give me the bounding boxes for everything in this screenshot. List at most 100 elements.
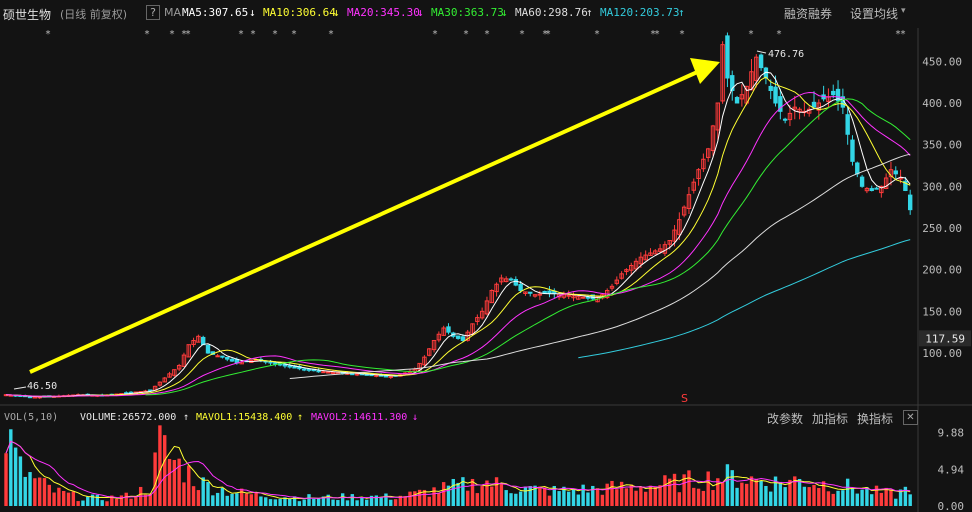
event-marker[interactable]: * xyxy=(251,29,256,40)
volume-bar xyxy=(821,481,826,506)
event-marker[interactable]: * xyxy=(546,29,551,40)
event-marker[interactable]: * xyxy=(901,29,906,40)
volume-bar xyxy=(749,476,754,506)
candle-body xyxy=(513,278,519,286)
mavol1-arrow: ↑ xyxy=(297,412,304,423)
volume-bar xyxy=(850,488,855,506)
volume-bar xyxy=(870,494,874,506)
candle-body xyxy=(715,102,721,131)
add-indicator-button[interactable]: 加指标 xyxy=(812,412,849,426)
volume-bar xyxy=(797,478,802,506)
event-marker[interactable]: * xyxy=(292,29,297,40)
event-marker[interactable]: * xyxy=(651,29,656,40)
candle-body xyxy=(532,294,538,297)
candle-body xyxy=(196,335,201,343)
candle-body xyxy=(677,219,682,235)
ma20-arrow: ↓ xyxy=(417,6,424,19)
event-marker[interactable]: * xyxy=(329,29,334,40)
candles xyxy=(3,32,913,399)
volume-bar xyxy=(345,500,350,506)
chevron-down-icon[interactable]: ▾ xyxy=(901,6,906,16)
volume-bar xyxy=(557,491,561,506)
event-marker[interactable]: * xyxy=(777,29,782,40)
candle-body xyxy=(427,348,432,356)
candle-body xyxy=(489,290,494,304)
close-icon[interactable]: ✕ xyxy=(903,410,918,425)
event-marker[interactable]: * xyxy=(485,29,490,40)
volume-bar xyxy=(230,493,234,506)
event-marker[interactable]: * xyxy=(595,29,600,40)
volume-bar xyxy=(172,460,177,506)
candle-body xyxy=(354,373,360,376)
event-marker[interactable]: * xyxy=(170,29,175,40)
volume-bar xyxy=(658,485,662,506)
volume-bar xyxy=(379,497,383,506)
ma20-line xyxy=(5,91,911,397)
volume-bar xyxy=(422,489,427,506)
candle-body xyxy=(835,88,841,102)
current-price-label: 117.59 xyxy=(925,332,965,345)
volume-bar xyxy=(163,435,167,506)
event-marker[interactable]: * xyxy=(749,29,754,40)
event-marker[interactable]: * xyxy=(145,29,150,40)
candle-body xyxy=(306,368,312,371)
margin-trading-button[interactable]: 融资融券 xyxy=(784,7,833,21)
candle-body xyxy=(479,310,485,319)
volume-bar xyxy=(9,429,13,506)
event-marker[interactable]: * xyxy=(186,29,191,40)
candle-body xyxy=(686,194,692,209)
event-marker[interactable]: * xyxy=(433,29,438,40)
volume-bar xyxy=(499,484,504,506)
candle-body xyxy=(629,265,634,271)
volume-bar xyxy=(677,492,682,506)
candle-body xyxy=(200,336,206,346)
volume-bar xyxy=(754,478,758,506)
ma-settings-button[interactable]: 设置均线 xyxy=(850,7,899,21)
change-params-button[interactable]: 改参数 xyxy=(767,412,804,426)
candle-body xyxy=(580,296,586,299)
ma60-arrow: ↑ xyxy=(586,6,593,19)
volume-bar xyxy=(249,494,253,506)
candle-body xyxy=(782,118,788,121)
volume-bar xyxy=(523,486,528,506)
volume-bar xyxy=(273,499,278,506)
event-marker[interactable]: * xyxy=(543,29,548,40)
volume-bar xyxy=(725,464,730,506)
candle-body xyxy=(792,106,797,110)
help-button[interactable]: ? xyxy=(146,5,160,20)
volume-bar xyxy=(639,487,643,506)
ma-label: MA xyxy=(164,6,182,19)
stock-name[interactable]: 硕世生物 xyxy=(3,8,52,22)
volume-bar xyxy=(350,494,354,506)
volume-bar xyxy=(220,487,225,506)
event-marker[interactable]: * xyxy=(464,29,469,40)
volume-bar xyxy=(826,491,831,506)
event-marker[interactable]: * xyxy=(896,29,901,40)
price-tick-label: 400.00 xyxy=(922,97,962,110)
candle-body xyxy=(653,250,658,255)
volume-bar xyxy=(389,499,393,506)
period-mode: (日线 前复权) xyxy=(60,8,128,21)
volume-bar xyxy=(307,494,311,506)
volume-bar xyxy=(66,492,71,506)
event-marker[interactable]: * xyxy=(273,29,278,40)
switch-indicator-button[interactable]: 换指标 xyxy=(857,412,894,426)
volume-bar xyxy=(52,492,56,506)
event-marker[interactable]: * xyxy=(182,29,187,40)
volume-bar xyxy=(600,494,605,506)
event-marker[interactable]: * xyxy=(239,29,244,40)
event-marker[interactable]: * xyxy=(520,29,525,40)
volume-bar xyxy=(244,493,249,506)
candle-body xyxy=(691,181,696,191)
event-marker[interactable]: * xyxy=(680,29,685,40)
volume-bar xyxy=(119,495,124,506)
price-tick-label: 100.00 xyxy=(922,347,962,360)
event-marker[interactable]: * xyxy=(46,29,51,40)
volume-bar xyxy=(764,485,768,506)
volume-tick-label: 0.00 xyxy=(938,500,965,512)
volume-bar xyxy=(610,480,614,506)
volume-bar xyxy=(33,478,37,506)
event-marker[interactable]: * xyxy=(655,29,660,40)
volume-bar xyxy=(562,486,566,506)
volume-bar xyxy=(129,498,133,506)
